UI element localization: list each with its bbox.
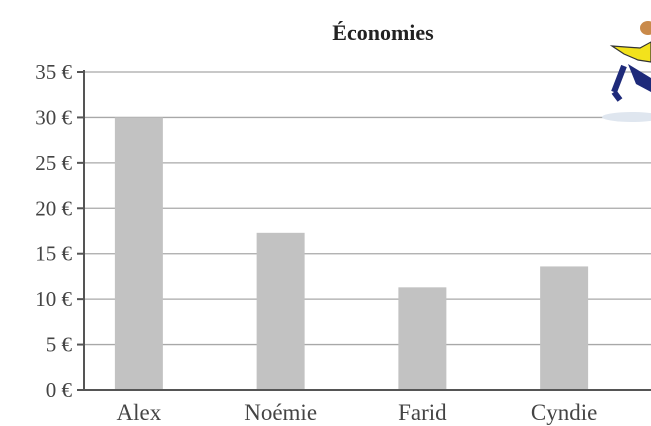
x-tick-label: Cyndie [531, 400, 597, 425]
bar-farid [398, 287, 447, 390]
axes [83, 70, 651, 391]
y-tick-label: 35 € [35, 60, 72, 84]
y-axis-ticks: 0 € 5 € 10 € 15 € 20 € 25 € 30 € 35 € [35, 60, 84, 402]
chart-title: Économies [332, 20, 434, 45]
x-tick-label: Farid [398, 400, 447, 425]
y-tick-label: 10 € [35, 287, 72, 311]
grid-lines [84, 71, 651, 346]
bar-cyndie [540, 266, 589, 390]
y-tick-label: 15 € [35, 242, 72, 266]
y-tick-label: 5 € [46, 333, 73, 357]
bars [114, 117, 589, 390]
x-axis-labels: Alex Noémie Farid Cyndie [117, 400, 598, 425]
y-tick-label: 0 € [46, 378, 73, 402]
x-tick-label: Noémie [244, 400, 317, 425]
y-tick-label: 25 € [35, 151, 72, 175]
y-tick-label: 20 € [35, 196, 72, 220]
x-tick-label: Alex [117, 400, 162, 425]
running-kid-icon [602, 21, 651, 122]
y-tick-label: 30 € [35, 105, 72, 129]
bar-noémie [256, 232, 305, 390]
bar-alex [114, 117, 163, 390]
